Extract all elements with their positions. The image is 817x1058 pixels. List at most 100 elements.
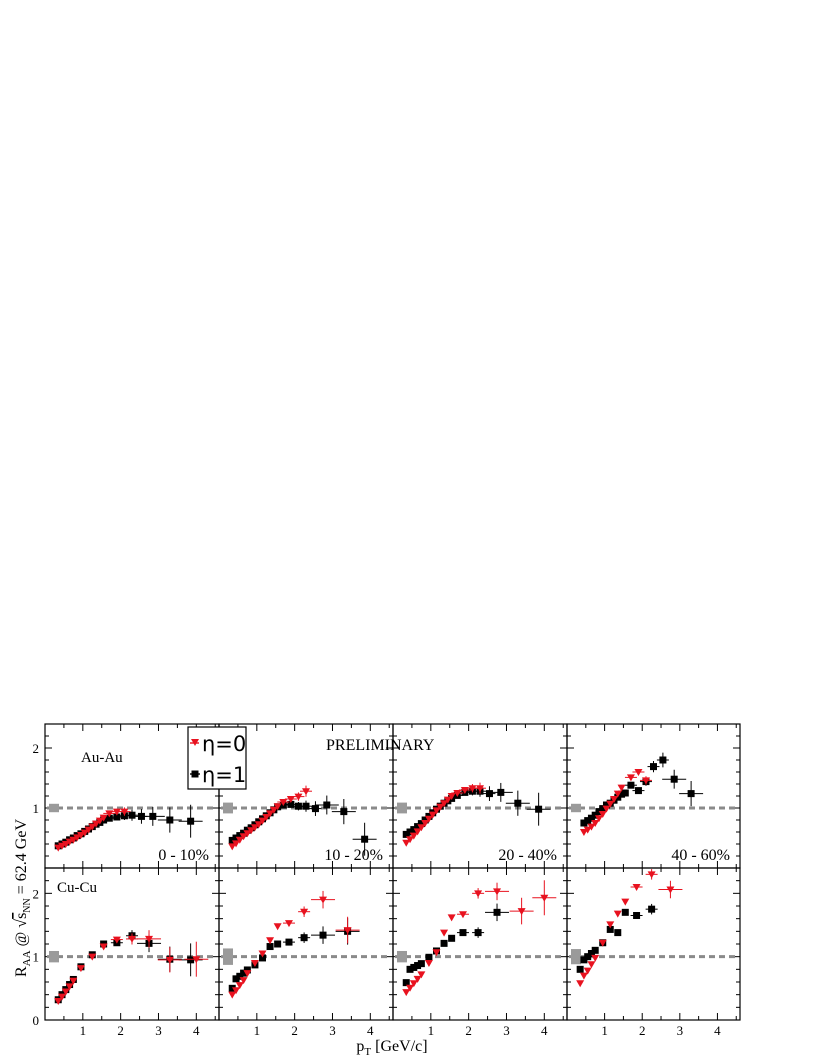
panel-3: 20 - 40% bbox=[392, 723, 568, 869]
data-point-eta1 bbox=[128, 811, 136, 819]
data-point-eta1 bbox=[236, 972, 244, 980]
x-tick-label: 1 bbox=[601, 1023, 608, 1038]
y-axis-sqrt-subscript: NN bbox=[22, 898, 33, 912]
data-point-eta0 bbox=[540, 894, 549, 902]
data-point-eta0 bbox=[99, 943, 108, 951]
data-point-eta0 bbox=[235, 982, 244, 990]
normalization-uncertainty-box bbox=[571, 803, 581, 813]
data-point-eta0 bbox=[284, 920, 293, 928]
x-tick-label: 3 bbox=[329, 1023, 336, 1038]
centrality-label: 40 - 60% bbox=[671, 847, 730, 864]
data-point-eta1 bbox=[425, 953, 433, 961]
y-axis-at: @ bbox=[13, 928, 30, 951]
data-point-eta1 bbox=[105, 814, 113, 822]
data-point-eta1 bbox=[587, 950, 595, 957]
data-point-eta1 bbox=[595, 808, 603, 816]
data-point-eta1 bbox=[650, 763, 657, 771]
data-point-eta0 bbox=[591, 954, 600, 962]
data-point-eta1 bbox=[228, 984, 236, 992]
data-point-eta0 bbox=[413, 975, 422, 983]
data-point-eta0 bbox=[61, 841, 70, 848]
data-point-eta0 bbox=[120, 808, 129, 816]
data-point-eta0 bbox=[440, 929, 449, 937]
centrality-label: 0 - 10% bbox=[158, 847, 209, 864]
data-point-eta1 bbox=[474, 929, 482, 937]
data-point-eta0 bbox=[76, 965, 85, 973]
data-point-eta0 bbox=[579, 829, 588, 836]
x-axis-title: pT [GeV/c] bbox=[356, 1038, 427, 1058]
x-tick-label: 2 bbox=[291, 1023, 298, 1038]
data-point-eta0 bbox=[432, 807, 441, 815]
data-point-eta1 bbox=[584, 817, 592, 825]
legend-box bbox=[187, 726, 247, 790]
panel-8: 1 2 3 4 bbox=[566, 867, 741, 1038]
data-point-eta1 bbox=[591, 946, 599, 954]
data-point-eta1 bbox=[240, 969, 248, 977]
data-point-eta0 bbox=[258, 817, 267, 825]
data-point-eta0 bbox=[165, 956, 174, 964]
x-tick-label: 1 bbox=[254, 1023, 261, 1038]
data-point-eta1 bbox=[285, 938, 293, 946]
data-point-eta0 bbox=[273, 803, 282, 811]
data-point-eta0 bbox=[432, 949, 441, 957]
data-point-eta0 bbox=[69, 977, 78, 985]
y-tick-label: 0 bbox=[33, 1013, 40, 1028]
data-point-eta0 bbox=[632, 884, 641, 891]
preliminary-label: PRELIMINARY bbox=[326, 737, 435, 754]
data-point-eta0 bbox=[250, 960, 259, 967]
normalization-uncertainty-box bbox=[223, 948, 233, 965]
data-point-eta1 bbox=[580, 956, 588, 964]
data-point-eta0 bbox=[428, 811, 437, 819]
data-point-eta1 bbox=[448, 934, 456, 942]
y-tick-label: 2 bbox=[33, 886, 40, 901]
centrality-label: 20 - 40% bbox=[498, 847, 557, 864]
data-point-eta0 bbox=[88, 953, 97, 961]
x-tick-label: 4 bbox=[193, 1023, 200, 1038]
x-tick-label: 2 bbox=[117, 1023, 124, 1038]
x-tick-label: 1 bbox=[80, 1023, 87, 1038]
x-axis-label-main: p bbox=[356, 1038, 364, 1055]
data-point-eta0 bbox=[409, 980, 418, 988]
data-point-eta0 bbox=[447, 793, 456, 800]
data-point-eta1 bbox=[402, 830, 410, 838]
x-tick-label: 4 bbox=[714, 1023, 721, 1038]
x-tick-label: 2 bbox=[639, 1023, 646, 1038]
data-point-eta0 bbox=[95, 817, 104, 825]
data-point-eta0 bbox=[192, 956, 201, 964]
normalization-uncertainty-box bbox=[49, 803, 59, 813]
legend-eta1-label: η=1 bbox=[202, 763, 246, 787]
data-point-eta0 bbox=[474, 890, 483, 898]
y-tick-label: 1 bbox=[33, 801, 40, 816]
data-point-eta0 bbox=[413, 828, 422, 836]
panel-4: 40 - 60% bbox=[566, 723, 741, 869]
x-axis-unit: [GeV/c] bbox=[371, 1038, 427, 1055]
data-point-eta1 bbox=[535, 805, 543, 813]
panel-5: 0 1 2 1 2 3 4 Cu-Cu bbox=[33, 867, 220, 1038]
legend-eta0-label: η=0 bbox=[202, 732, 246, 756]
data-point-eta1 bbox=[406, 965, 414, 973]
data-point-eta0 bbox=[58, 993, 67, 1001]
data-point-eta1 bbox=[236, 832, 244, 840]
data-point-eta1 bbox=[243, 966, 251, 974]
data-point-eta0 bbox=[598, 939, 607, 947]
collision-system-label: Au-Au bbox=[81, 750, 123, 766]
data-point-eta1 bbox=[621, 908, 629, 916]
y-axis-label-main: R bbox=[13, 966, 30, 977]
data-point-eta1 bbox=[514, 799, 522, 807]
data-point-eta1 bbox=[402, 979, 410, 987]
data-point-eta0 bbox=[613, 910, 622, 918]
data-point-eta0 bbox=[613, 790, 622, 798]
data-point-eta0 bbox=[594, 815, 603, 823]
panel-grid: 1 2 Au-Au 0 - 10% 10 - 20% 20 - 40% 40 - 60% 0 1… bbox=[33, 723, 741, 1038]
data-point-eta0 bbox=[258, 950, 267, 958]
data-point-eta0 bbox=[228, 843, 237, 851]
data-point-eta1 bbox=[580, 819, 588, 827]
data-point-eta1 bbox=[659, 756, 667, 764]
data-point-eta0 bbox=[424, 960, 433, 967]
data-point-eta0 bbox=[250, 824, 259, 832]
data-point-eta0 bbox=[262, 814, 271, 821]
data-point-eta1 bbox=[648, 905, 656, 913]
data-point-eta1 bbox=[300, 934, 308, 942]
data-point-eta0 bbox=[447, 914, 456, 922]
data-point-eta0 bbox=[421, 820, 430, 827]
